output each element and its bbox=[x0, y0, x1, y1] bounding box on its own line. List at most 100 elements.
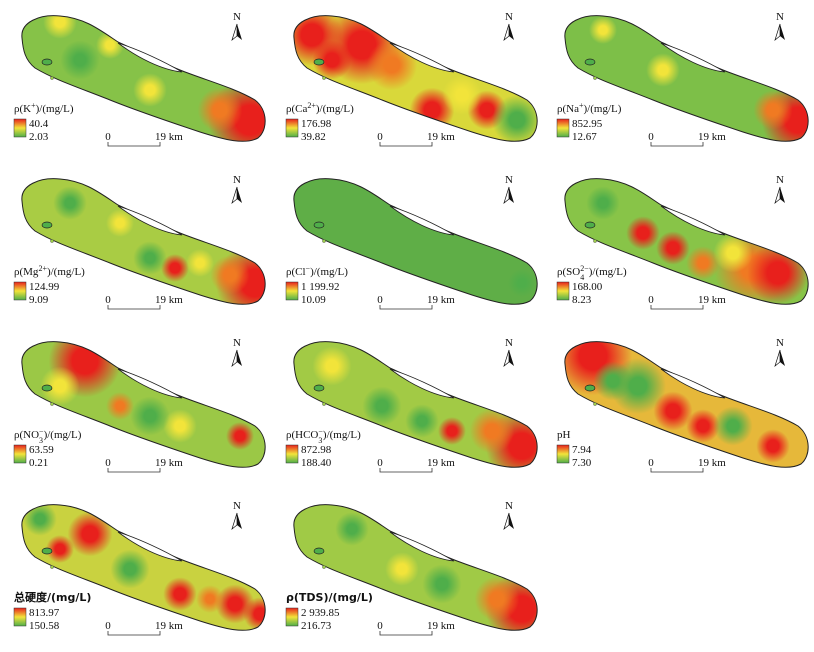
label-part: )/(mg/L) bbox=[36, 103, 74, 115]
scale-start: 0 bbox=[105, 457, 111, 469]
label-part: ρ(HCO bbox=[286, 429, 318, 441]
concentration-spot bbox=[96, 31, 124, 59]
pond bbox=[313, 547, 325, 555]
north-arrow bbox=[774, 349, 781, 367]
parameter-label: ρ(K+)/(mg/L) bbox=[14, 101, 74, 116]
concentration-spot bbox=[713, 406, 753, 446]
scale-start: 0 bbox=[105, 620, 111, 632]
label-part: − bbox=[39, 427, 44, 436]
north-arrow bbox=[231, 23, 238, 41]
north-arrow bbox=[780, 24, 785, 40]
concentration-spot bbox=[366, 39, 418, 91]
concentration-spot bbox=[474, 576, 520, 622]
pond bbox=[313, 58, 325, 66]
north-arrow bbox=[774, 186, 781, 204]
scale-end: 19 km bbox=[155, 620, 183, 632]
island bbox=[117, 205, 183, 236]
scale-end: 19 km bbox=[698, 294, 726, 306]
pond-dot bbox=[593, 76, 597, 80]
island bbox=[660, 205, 726, 236]
north-arrow bbox=[503, 186, 510, 204]
lake-outline bbox=[564, 15, 809, 142]
concentration-spot bbox=[243, 597, 266, 631]
island bbox=[389, 42, 455, 73]
scale-bar bbox=[650, 142, 704, 147]
scale-end: 19 km bbox=[427, 620, 455, 632]
north-label: N bbox=[233, 337, 241, 349]
legend-max: 813.97 bbox=[29, 607, 60, 619]
concentration-spot bbox=[130, 396, 170, 436]
label-part: + bbox=[31, 101, 36, 110]
parameter-label: ρ(HCO3−)/(mg/L) bbox=[286, 427, 361, 445]
concentration-spot bbox=[40, 366, 80, 406]
legend-max: 124.99 bbox=[29, 281, 60, 293]
concentration-spot bbox=[67, 511, 113, 557]
legend-max: 168.00 bbox=[572, 281, 603, 293]
concentration-spot bbox=[133, 73, 167, 107]
pond bbox=[41, 58, 53, 66]
concentration-spot bbox=[405, 404, 439, 438]
concentration-spot bbox=[586, 186, 620, 220]
pond-dot bbox=[322, 239, 326, 243]
concentration-spot bbox=[53, 186, 87, 220]
scale-end: 19 km bbox=[155, 131, 183, 143]
concentration-spot bbox=[469, 408, 515, 454]
scale-start: 0 bbox=[377, 294, 383, 306]
parameter-label: 总硬度/(mg/L) bbox=[14, 590, 91, 604]
scale-start: 0 bbox=[377, 131, 383, 143]
concentration-spot bbox=[753, 90, 793, 130]
concentration-spot bbox=[626, 216, 660, 250]
north-arrow bbox=[231, 349, 238, 367]
legend-min: 2.03 bbox=[29, 131, 49, 143]
label-part: 2+ bbox=[38, 264, 47, 273]
label-part: ρ(SO bbox=[557, 266, 580, 278]
label-part: + bbox=[579, 101, 584, 110]
parameter-label: ρ(Na+)/(mg/L) bbox=[557, 101, 622, 116]
north-arrow bbox=[509, 350, 514, 366]
legend-min: 7.30 bbox=[572, 457, 592, 469]
lake-surface bbox=[293, 178, 538, 305]
pond bbox=[41, 384, 53, 392]
lake-outline bbox=[564, 341, 809, 468]
pond bbox=[313, 384, 325, 392]
lake-outline bbox=[293, 178, 538, 305]
concentration-spot bbox=[186, 249, 214, 277]
scale-bar bbox=[107, 305, 161, 310]
north-arrow bbox=[237, 513, 242, 529]
north-label: N bbox=[776, 11, 784, 23]
lake-outline bbox=[21, 341, 266, 468]
parameter-label: ρ(Mg2+)/(mg/L) bbox=[14, 264, 85, 279]
legend-max: 176.98 bbox=[301, 118, 332, 130]
scale-bar bbox=[379, 468, 433, 473]
island bbox=[389, 531, 455, 562]
scale-start: 0 bbox=[105, 294, 111, 306]
legend-ramp bbox=[13, 281, 27, 301]
parameter-label: ρ(NO3−)/(mg/L) bbox=[14, 427, 82, 445]
pond bbox=[584, 58, 596, 66]
lake-base bbox=[564, 15, 809, 142]
concentration-spot bbox=[106, 392, 134, 420]
concentration-spot bbox=[197, 87, 243, 133]
legend-max: 40.4 bbox=[29, 118, 49, 130]
pond-dot bbox=[322, 402, 326, 406]
scale-end: 19 km bbox=[698, 131, 726, 143]
north-arrow bbox=[780, 350, 785, 366]
legend-max: 63.59 bbox=[29, 444, 54, 456]
pond-dot bbox=[593, 239, 597, 243]
legend-ramp bbox=[285, 444, 299, 464]
legend-ramp bbox=[556, 444, 570, 464]
north-arrow bbox=[774, 23, 781, 41]
pond-dot bbox=[322, 565, 326, 569]
north-arrow bbox=[503, 23, 510, 41]
label-part: )/(mg/L) bbox=[44, 429, 82, 441]
legend-min: 0.21 bbox=[29, 457, 48, 469]
scale-bar bbox=[107, 468, 161, 473]
legend-ramp bbox=[285, 118, 299, 138]
concentration-spot bbox=[422, 564, 462, 604]
concentration-spot bbox=[653, 391, 693, 431]
label-part: ρ(Na bbox=[557, 103, 579, 115]
concentration-spot bbox=[656, 231, 690, 265]
